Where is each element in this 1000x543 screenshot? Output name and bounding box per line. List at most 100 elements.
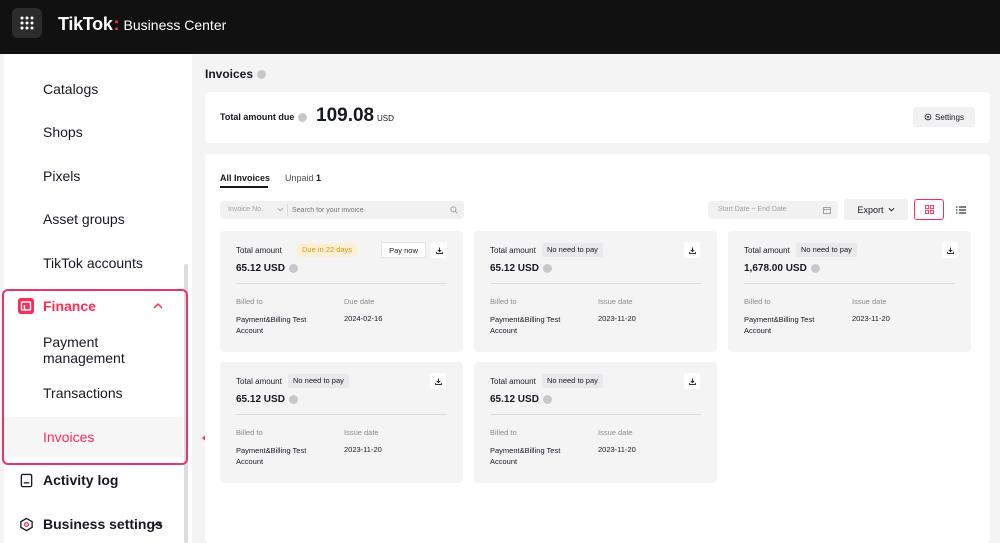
sidebar-item-label: Activity log [43, 472, 119, 488]
help-icon[interactable] [257, 69, 267, 79]
sidebar-item-label: Transactions [43, 385, 123, 401]
invoice-card[interactable]: Total amount No need to pay 1,678.00 USD… [728, 231, 971, 352]
invoice-amount: 65.12 USD [490, 263, 539, 274]
top-bar: TikTok : Business Center [0, 0, 1000, 54]
download-button[interactable] [430, 373, 446, 389]
date-label: Due date [344, 297, 375, 306]
sidebar-item-label: Shops [43, 124, 83, 140]
settings-hex-icon [18, 516, 34, 532]
invoice-card[interactable]: Total amount Due in 22 days Pay now 65.1… [220, 231, 463, 352]
search-divider [287, 204, 288, 216]
sidebar-item-label: Payment management [43, 334, 125, 366]
date-range-placeholder: Start Date ~ End Date [718, 206, 787, 213]
billed-to-label: Billed to [490, 428, 517, 437]
total-due-amount: 109.08 [316, 105, 375, 126]
sidebar: Catalogs Shops Pixels Asset groups TikTo… [4, 54, 192, 543]
date-value: 2023-11-20 [344, 445, 382, 454]
chevron-up-icon [153, 521, 163, 527]
download-button[interactable] [684, 242, 700, 258]
list-view-toggle[interactable] [949, 199, 973, 220]
status-badge: Due in 22 days [297, 243, 358, 257]
search-filter-select[interactable]: Invoice No. [228, 206, 264, 213]
download-icon [434, 377, 442, 385]
invoice-total-label: Total amount [490, 377, 536, 386]
billed-to-label: Billed to [236, 428, 263, 437]
invoice-search: Invoice No. [220, 201, 464, 219]
download-icon [688, 246, 696, 254]
divider [236, 414, 447, 415]
tab-unpaid[interactable]: Unpaid 1 [285, 173, 321, 183]
sidebar-item-tiktok-accounts[interactable]: TikTok accounts [4, 243, 182, 283]
invoice-amount-group: 65.12 USD [490, 394, 552, 405]
help-icon[interactable] [810, 264, 820, 273]
download-button[interactable] [684, 373, 700, 389]
document-icon [18, 472, 34, 488]
download-icon [435, 246, 443, 254]
finance-highlight-outline [2, 289, 188, 465]
search-input[interactable] [292, 201, 442, 219]
sidebar-item-transactions[interactable]: Transactions [4, 373, 182, 413]
active-tab-underline [220, 186, 268, 188]
sidebar-item-label: Finance [43, 298, 96, 314]
total-due-label: Total amount due [220, 112, 295, 122]
export-label: Export [857, 204, 884, 215]
calendar-icon [823, 207, 831, 214]
app-menu-button[interactable] [12, 8, 42, 38]
invoice-total-label: Total amount [236, 377, 282, 386]
invoice-total-label: Total amount [744, 246, 790, 255]
download-button[interactable] [431, 242, 447, 258]
sidebar-item-label: Invoices [43, 429, 95, 445]
sidebar-item-payment-management[interactable]: Payment management [4, 330, 182, 370]
page-title: Invoices [205, 67, 267, 81]
brand[interactable]: TikTok : Business Center [58, 14, 226, 35]
invoice-amount: 1,678.00 USD [744, 263, 807, 274]
tab-all-invoices[interactable]: All Invoices [220, 173, 271, 183]
list-view-icon [956, 205, 966, 214]
grid-view-toggle[interactable] [914, 199, 944, 220]
download-icon [946, 246, 954, 254]
invoice-amount: 65.12 USD [236, 394, 285, 405]
help-icon[interactable] [298, 112, 308, 122]
download-button[interactable] [942, 242, 958, 258]
status-badge: No need to pay [542, 243, 603, 257]
date-range-picker[interactable]: Start Date ~ End Date [708, 201, 838, 219]
search-icon[interactable] [450, 206, 458, 214]
export-button[interactable]: Export [844, 199, 908, 220]
invoice-card[interactable]: Total amount No need to pay 65.12 USD Bi… [474, 362, 717, 483]
sidebar-item-finance[interactable]: Finance [4, 286, 182, 326]
pay-now-button[interactable]: Pay now [381, 242, 426, 258]
chevron-up-icon [153, 302, 163, 309]
date-label: Issue date [598, 297, 633, 306]
help-icon[interactable] [542, 395, 552, 404]
sidebar-item-catalogs[interactable]: Catalogs [4, 69, 182, 109]
status-badge: No need to pay [796, 243, 857, 257]
divider [490, 283, 701, 284]
help-icon[interactable] [542, 264, 552, 273]
download-icon [688, 377, 696, 385]
sidebar-item-business-settings[interactable]: Business settings [4, 504, 182, 543]
settings-button[interactable]: Settings [913, 107, 975, 127]
date-value: 2024-02-16 [344, 314, 383, 323]
invoice-amount-group: 65.12 USD [490, 263, 552, 274]
product-name: Business Center [123, 17, 227, 33]
total-due-card: Total amount due 109.08 USD Settings [205, 92, 990, 143]
help-icon[interactable] [288, 264, 298, 273]
settings-label: Settings [935, 112, 964, 122]
sidebar-item-asset-groups[interactable]: Asset groups [4, 199, 182, 239]
status-badge: No need to pay [288, 374, 349, 388]
billed-to-value: Payment&Billing Test Account [744, 315, 815, 335]
sidebar-item-shops[interactable]: Shops [4, 112, 182, 152]
sidebar-item-label: Pixels [43, 168, 81, 184]
billed-to-value: Payment&Billing Test Account [236, 315, 307, 335]
date-label: Issue date [598, 428, 633, 437]
help-icon[interactable] [288, 395, 298, 404]
status-badge: No need to pay [542, 374, 603, 388]
total-due-label-group: Total amount due [220, 112, 308, 122]
sidebar-item-activity-log[interactable]: Activity log [4, 460, 182, 500]
invoice-card[interactable]: Total amount No need to pay 65.12 USD Bi… [474, 231, 717, 352]
sidebar-item-pixels[interactable]: Pixels [4, 156, 182, 196]
date-label: Issue date [344, 428, 379, 437]
invoice-card[interactable]: Total amount No need to pay 65.12 USD Bi… [220, 362, 463, 483]
sidebar-item-invoices[interactable]: Invoices [4, 417, 182, 457]
grid-view-icon [924, 205, 934, 214]
